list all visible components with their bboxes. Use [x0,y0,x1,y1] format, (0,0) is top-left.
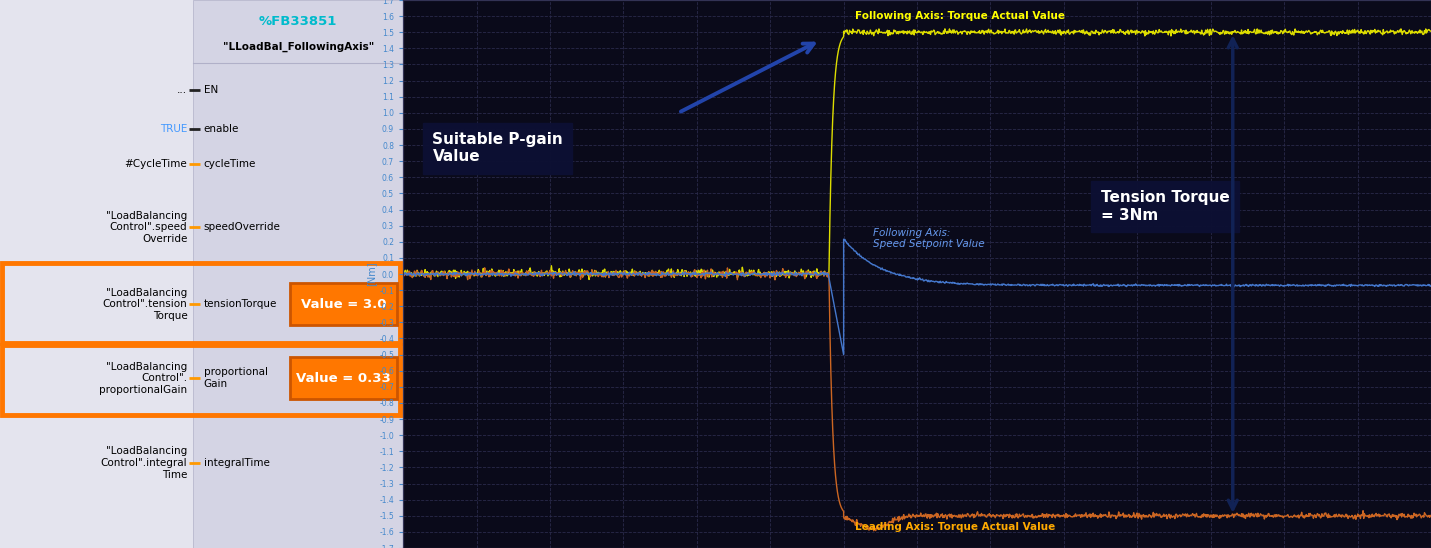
Text: Tension Torque
= 3Nm: Tension Torque = 3Nm [1100,190,1229,222]
Text: "LoadBalancing
Control".tension
Torque: "LoadBalancing Control".tension Torque [103,288,187,321]
Text: "LLoadBal_FollowingAxis": "LLoadBal_FollowingAxis" [223,42,373,52]
Text: tensionTorque: tensionTorque [203,299,278,309]
Bar [193,0,404,548]
Text: cycleTime: cycleTime [203,159,256,169]
Text: EN: EN [203,85,218,95]
Text: Value = 0.33: Value = 0.33 [296,372,391,385]
Text: Following Axis: Torque Actual Value: Following Axis: Torque Actual Value [854,12,1065,21]
Text: Following Axis:
Speed Setpoint Value: Following Axis: Speed Setpoint Value [873,228,985,249]
FancyBboxPatch shape [290,283,396,325]
Text: integralTime: integralTime [203,458,269,468]
Text: "LoadBalancing
Control".integral
Time: "LoadBalancing Control".integral Time [100,447,187,480]
Text: "LoadBalancing
Control".speed
Override: "LoadBalancing Control".speed Override [106,211,187,244]
Text: Leading Axis: Torque Actual Value: Leading Axis: Torque Actual Value [854,522,1055,532]
Text: proportional
Gain: proportional Gain [203,367,268,389]
Text: TRUE: TRUE [160,124,187,134]
FancyBboxPatch shape [290,357,396,399]
Text: "LoadBalancing
Control".
proportionalGain: "LoadBalancing Control". proportionalGai… [99,362,187,395]
Text: %FB33851: %FB33851 [259,15,338,28]
Text: enable: enable [203,124,239,134]
Text: speedOverride: speedOverride [203,222,280,232]
Y-axis label: [Nm]: [Nm] [366,262,376,286]
Text: Value = 3.0: Value = 3.0 [301,298,386,311]
Text: Suitable P-gain
Value: Suitable P-gain Value [432,132,564,164]
Text: ...: ... [177,85,187,95]
Text: #CycleTime: #CycleTime [124,159,187,169]
